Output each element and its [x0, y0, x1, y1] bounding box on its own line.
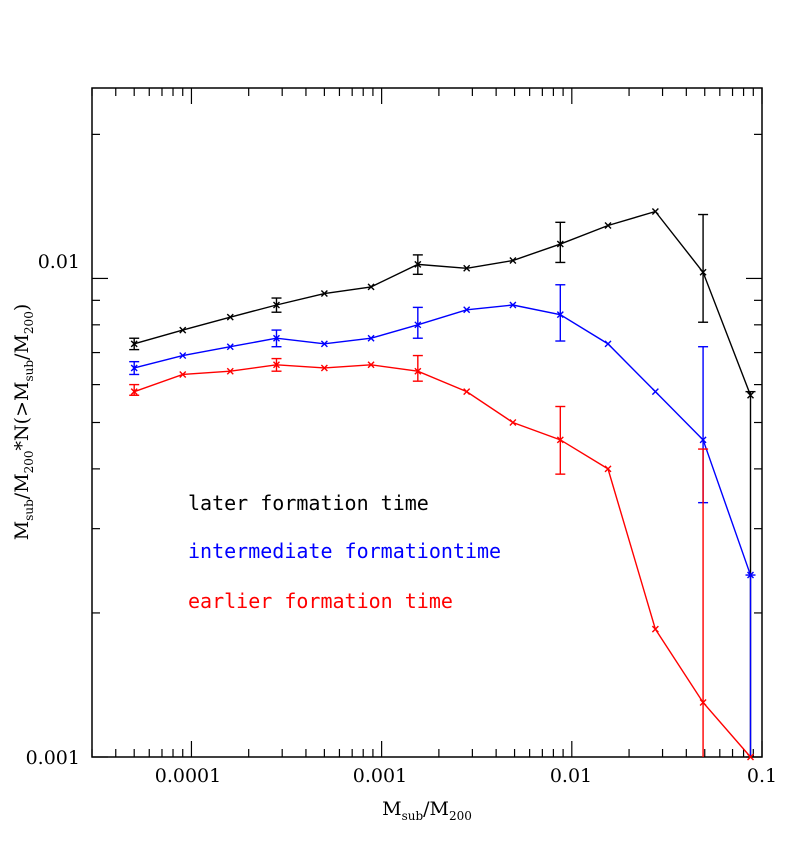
data-point	[226, 313, 234, 321]
data-point	[367, 361, 375, 369]
data-point	[651, 208, 659, 215]
y-tick-label-001: 0.01	[38, 251, 80, 273]
data-point	[651, 388, 659, 396]
series-line	[134, 304, 752, 576]
axis-ticks	[91, 88, 763, 758]
data-point	[509, 419, 517, 426]
legend-earlier: earlier formation time	[188, 589, 453, 613]
series-1	[129, 284, 756, 757]
data-point	[179, 352, 187, 360]
series-0	[129, 208, 756, 757]
series-layer	[129, 208, 756, 761]
data-point	[226, 343, 234, 351]
y-tick-label-0001: 0.001	[26, 747, 80, 769]
data-point	[463, 264, 471, 272]
data-point	[604, 222, 612, 230]
x-tick-label-1: 0.1	[747, 765, 777, 787]
x-tick-label-001: 0.001	[353, 765, 407, 787]
x-tick-label-01: 0.01	[550, 765, 592, 787]
series-line	[133, 364, 752, 758]
data-point	[179, 326, 187, 334]
data-point	[367, 283, 375, 291]
data-point	[509, 301, 517, 309]
legend-intermediate: intermediate formationtime	[188, 539, 501, 563]
data-point	[463, 388, 471, 396]
data-point	[179, 370, 187, 378]
data-point	[604, 340, 612, 348]
data-point	[320, 340, 328, 348]
data-point	[604, 465, 612, 473]
data-point	[367, 334, 375, 342]
data-point	[226, 367, 234, 375]
series-line	[134, 210, 752, 396]
data-point	[463, 306, 471, 314]
plot-frame	[91, 87, 763, 758]
data-point	[747, 753, 754, 761]
series-2	[129, 354, 754, 761]
legend-later: later formation time	[188, 491, 429, 515]
data-point	[651, 625, 659, 633]
x-axis-label: Msub/M200	[382, 798, 472, 823]
y-axis-label: Msub/M200*N(>Msub/M200)	[11, 304, 36, 541]
data-point	[509, 257, 517, 265]
data-point	[320, 364, 328, 372]
data-point	[320, 290, 328, 298]
x-tick-label-0001: 0.0001	[155, 765, 221, 787]
